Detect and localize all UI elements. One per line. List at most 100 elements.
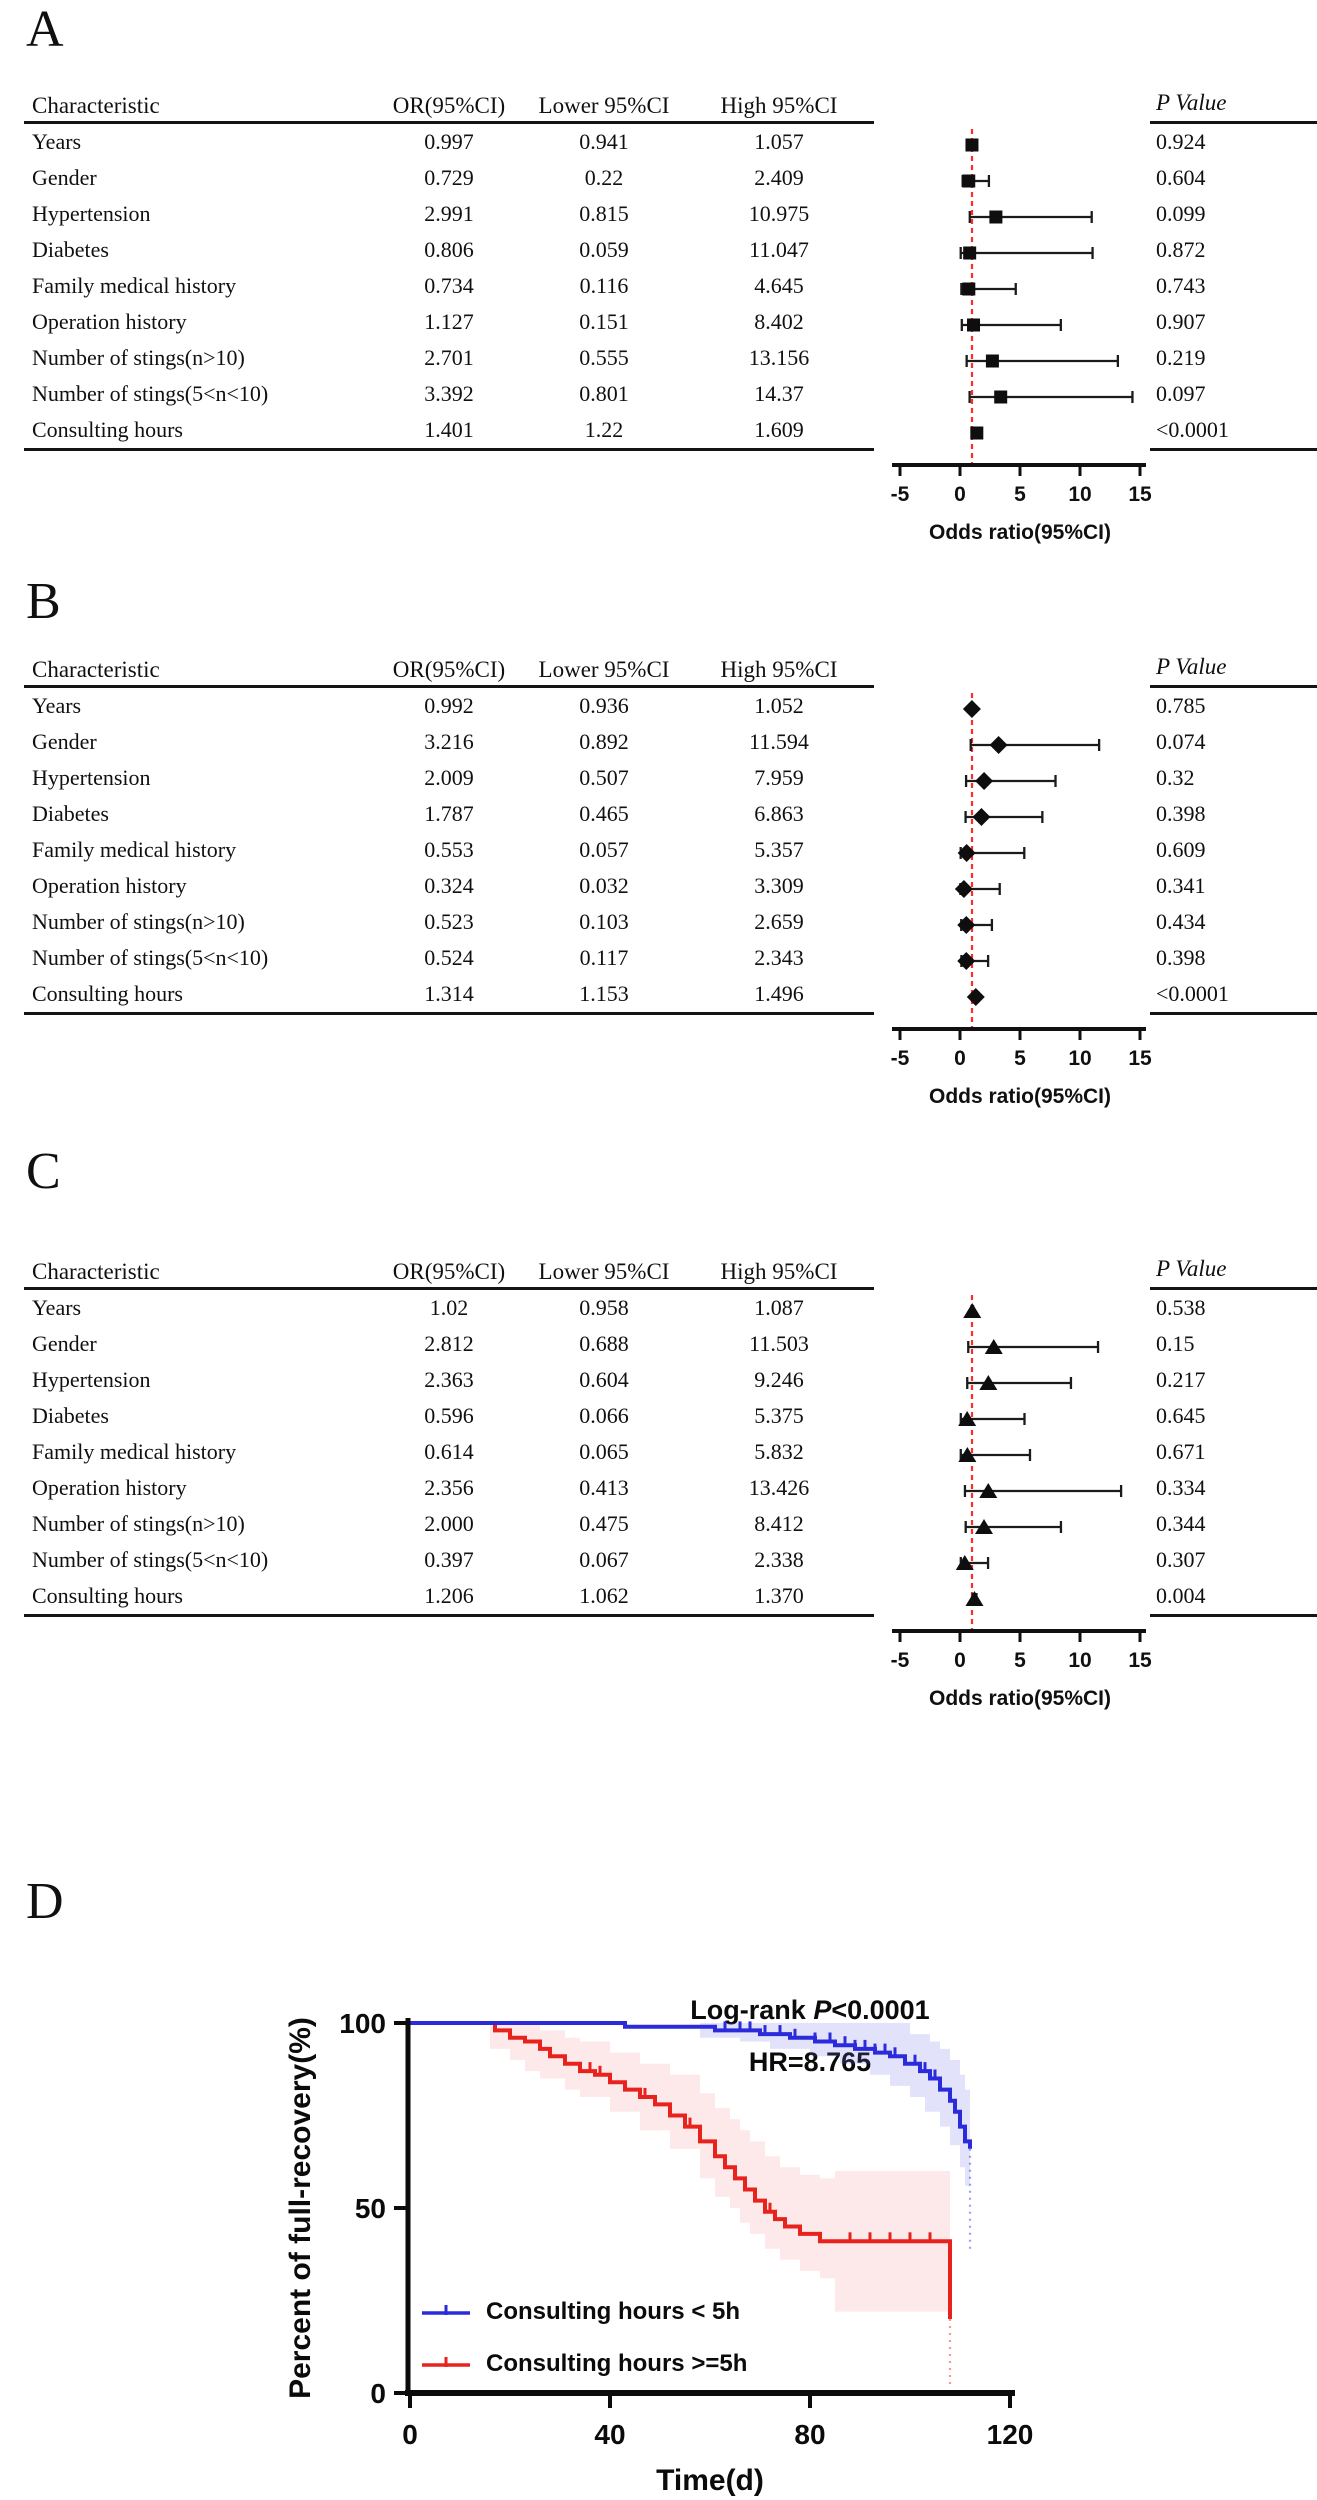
- row-high-ci: 14.37: [754, 381, 804, 406]
- or-marker-diamond: [972, 808, 991, 826]
- row-p-value: 0.344: [1156, 1511, 1206, 1536]
- ci-whisker: [960, 318, 1062, 332]
- row-high-ci: 13.426: [748, 1475, 810, 1500]
- y-tick-label: 0: [370, 2378, 386, 2409]
- row-characteristic: Years: [32, 693, 82, 718]
- row-characteristic: Consulting hours: [32, 417, 183, 442]
- row-lower-ci: 0.067: [579, 1547, 629, 1572]
- row-characteristic: Years: [32, 129, 82, 154]
- ci-whisker: [962, 700, 981, 718]
- row-p-value: 0.434: [1156, 909, 1206, 934]
- row-or-value: 2.701: [424, 345, 474, 370]
- row-or-value: 1.206: [424, 1583, 474, 1608]
- km-title: Log-rank P<0.0001 HR=8.765: [610, 1984, 1010, 2088]
- x-tick-label: 5: [1014, 483, 1026, 506]
- row-lower-ci: 0.065: [579, 1439, 629, 1464]
- column-header-or: OR(95%CI): [392, 93, 506, 118]
- row-p-value: 0.099: [1156, 201, 1206, 226]
- row-characteristic: Years: [32, 1295, 82, 1320]
- or-marker-triangle: [979, 1375, 998, 1390]
- p-values: 0.785 0.074 0.32 0.398 0.609 0.341 0.434 0.398 <…: [1150, 688, 1317, 1015]
- p-value-header: P Value: [1150, 1252, 1317, 1290]
- row-high-ci: 1.087: [754, 1295, 804, 1320]
- x-axis-title: Time(d): [656, 2464, 764, 2497]
- or-marker-diamond: [957, 952, 976, 970]
- or-marker-square: [994, 390, 1008, 404]
- forest-table: Characteristic OR(95%CI) Lower 95%CI Hig…: [24, 1252, 874, 1617]
- table-row: Number of stings(5<n<10) 0.524 0.117 2.343: [24, 940, 874, 976]
- row-lower-ci: 0.059: [579, 237, 629, 262]
- row-lower-ci: 0.057: [579, 837, 629, 862]
- legend-label-ge5h: Consulting hours >=5h: [486, 2350, 748, 2377]
- row-high-ci: 5.375: [754, 1403, 804, 1428]
- ci-whisker: [969, 736, 1101, 754]
- x-axis-title: Odds ratio(95%CI): [929, 521, 1111, 544]
- row-characteristic: Diabetes: [32, 1403, 109, 1428]
- ci-whisker: [957, 844, 1026, 862]
- row-or-value: 0.324: [424, 873, 474, 898]
- column-header-lower-ci: Lower 95%CI: [538, 657, 670, 682]
- ci-whisker: [957, 916, 994, 934]
- table-row: Family medical history 0.734 0.116 4.645: [24, 268, 874, 304]
- row-or-value: 0.553: [424, 837, 474, 862]
- row-characteristic: Family medical history: [32, 837, 237, 862]
- y-tick-label: 50: [355, 2193, 386, 2224]
- table-row: Number of stings(n>10) 0.523 0.103 2.659: [24, 904, 874, 940]
- row-characteristic: Hypertension: [32, 1367, 151, 1392]
- forest-plot: -5 0 5 10 15 Odds ratio(95%CI): [891, 129, 1152, 544]
- table-row: Consulting hours 1.401 1.22 1.609: [24, 412, 874, 448]
- row-or-value: 0.397: [424, 1547, 474, 1572]
- row-p-value: 0.074: [1156, 729, 1206, 754]
- row-lower-ci: 0.151: [579, 309, 629, 334]
- row-high-ci: 2.343: [754, 945, 804, 970]
- table-row: Number of stings(n>10) 2.000 0.475 8.412: [24, 1506, 874, 1542]
- column-header-characteristic: Characteristic: [32, 93, 160, 118]
- row-lower-ci: 1.062: [579, 1583, 629, 1608]
- table-row: Family medical history 0.614 0.065 5.832: [24, 1434, 874, 1470]
- row-lower-ci: 0.116: [579, 273, 629, 298]
- ci-whisker: [967, 1339, 1100, 1354]
- or-marker-square: [985, 354, 999, 368]
- row-lower-ci: 0.507: [579, 765, 629, 790]
- legend-red-line-icon: [422, 2357, 470, 2367]
- ci-whisker: [966, 1375, 1073, 1390]
- row-high-ci: 8.402: [754, 309, 804, 334]
- table-row: Hypertension 2.991 0.815 10.975: [24, 196, 874, 232]
- ci-whisker: [965, 138, 979, 152]
- ci-whisker: [964, 808, 1044, 826]
- row-or-value: 1.02: [429, 1295, 469, 1320]
- row-lower-ci: 0.465: [579, 801, 629, 826]
- row-high-ci: 2.338: [754, 1547, 804, 1572]
- row-high-ci: 2.659: [754, 909, 804, 934]
- ci-whisker: [961, 174, 991, 188]
- column-header-high-ci: High 95%CI: [720, 657, 838, 682]
- row-lower-ci: 0.103: [579, 909, 629, 934]
- row-high-ci: 8.412: [754, 1511, 804, 1536]
- table-row: Years 1.02 0.958 1.087: [24, 1290, 874, 1326]
- row-p-value: 0.32: [1156, 765, 1195, 790]
- or-marker-square: [970, 426, 984, 440]
- table-row: Operation history 0.324 0.032 3.309: [24, 868, 874, 904]
- row-or-value: 1.127: [424, 309, 474, 334]
- x-tick-label: 40: [594, 2419, 625, 2450]
- row-p-value: 0.609: [1156, 837, 1206, 862]
- km-logrank-line: Log-rank P<0.0001: [690, 1995, 930, 2025]
- p-value-header: P Value: [1150, 86, 1317, 124]
- row-or-value: 0.734: [424, 273, 474, 298]
- row-lower-ci: 0.22: [584, 165, 624, 190]
- table-header-row: Characteristic OR(95%CI) Lower 95%CI Hig…: [24, 86, 874, 124]
- forest-plot: -5 0 5 10 15 Odds ratio(95%CI): [891, 693, 1152, 1108]
- column-header-lower-ci: Lower 95%CI: [538, 93, 670, 118]
- ci-whisker: [958, 1447, 1032, 1462]
- confidence-band: [700, 2023, 970, 2208]
- row-p-value: 0.341: [1156, 873, 1206, 898]
- row-or-value: 3.216: [424, 729, 474, 754]
- forest-plot: -5 0 5 10 15 Odds ratio(95%CI): [891, 1295, 1152, 1710]
- ci-whisker: [966, 988, 985, 1006]
- table-row: Gender 0.729 0.22 2.409: [24, 160, 874, 196]
- legend-entry-lt5h: Consulting hours < 5h: [420, 2298, 740, 2326]
- x-tick-label: -5: [891, 1047, 910, 1070]
- row-lower-ci: 1.153: [579, 981, 629, 1006]
- p-value-column: P Value 0.924 0.604 0.099 0.872 0.743 0.907 0.…: [1150, 86, 1317, 451]
- table-row: Diabetes 0.806 0.059 11.047: [24, 232, 874, 268]
